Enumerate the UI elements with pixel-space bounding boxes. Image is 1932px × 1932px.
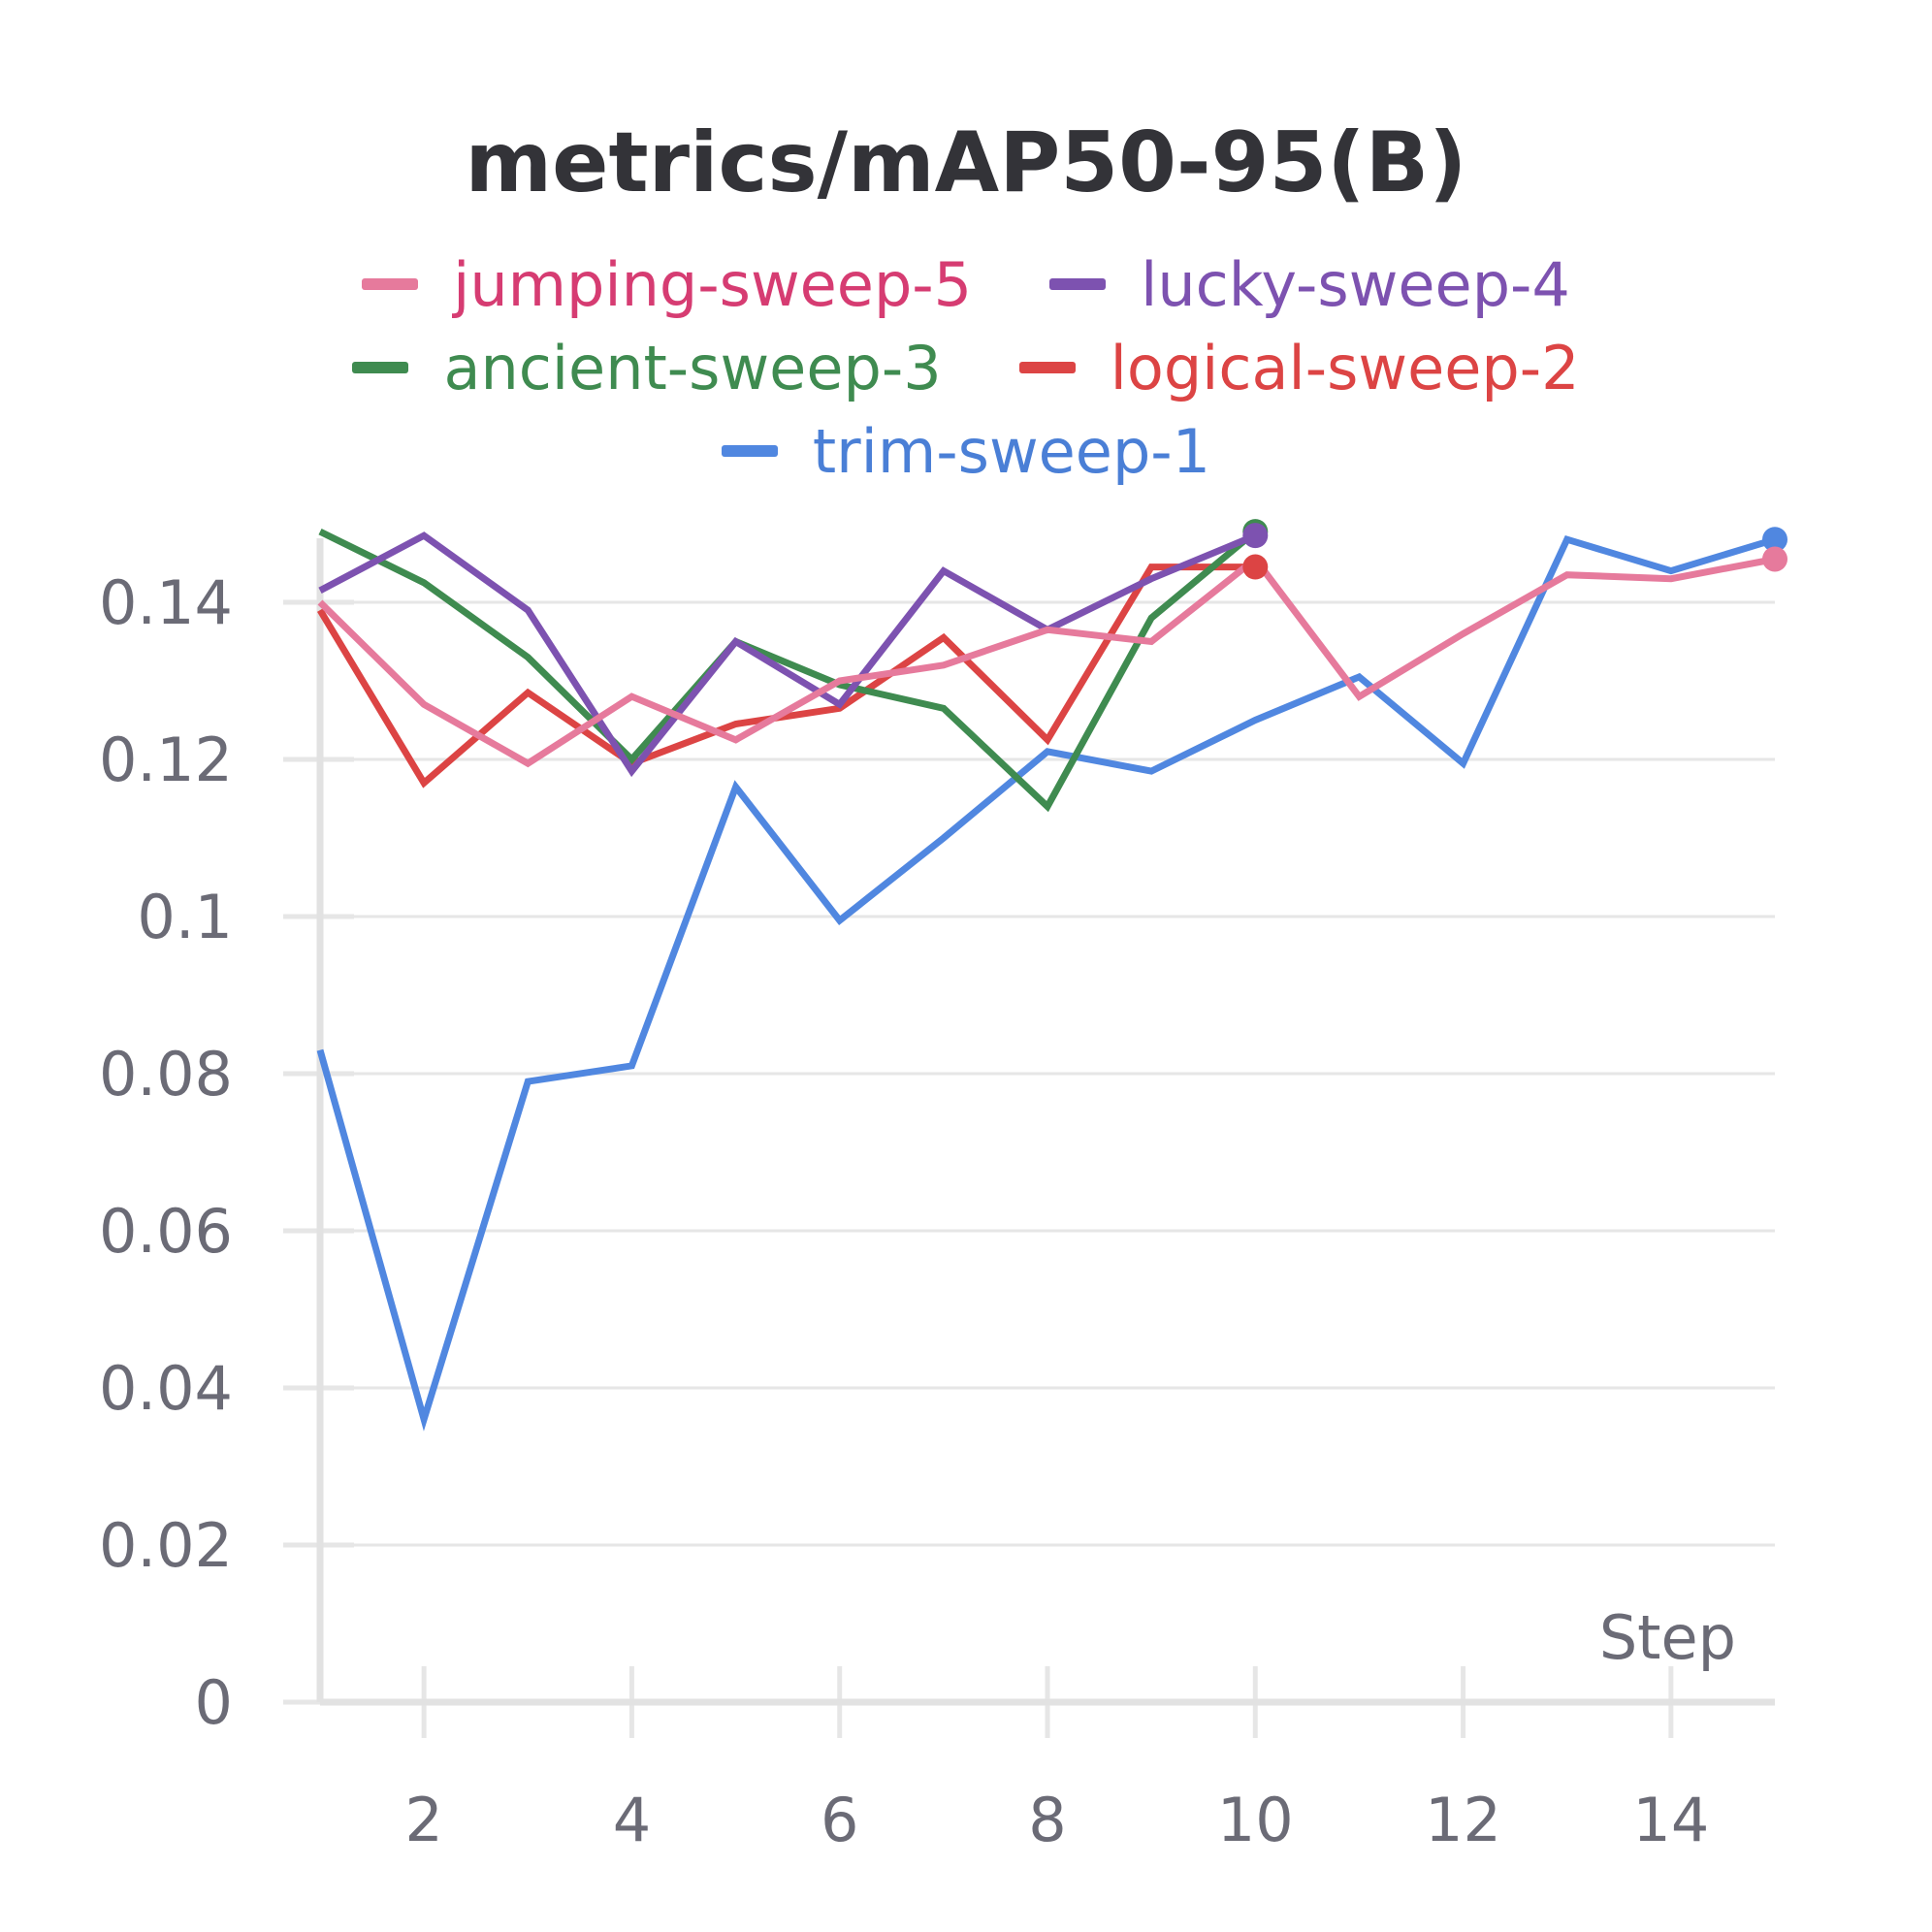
- legend-label: trim-sweep-1: [812, 415, 1211, 487]
- x-tick-label: 4: [613, 1785, 651, 1855]
- x-tick-label: 8: [1028, 1785, 1066, 1855]
- y-tick-label: 0.08: [99, 1039, 233, 1110]
- legend-swatch: [1018, 362, 1076, 373]
- x-tick-label: 2: [404, 1785, 442, 1855]
- legend-label: ancient-sweep-3: [443, 332, 942, 403]
- series-endpoint-logical-sweep-2: [1242, 554, 1269, 580]
- legend-swatch: [362, 278, 419, 290]
- legend-item-trim-sweep-1[interactable]: trim-sweep-1: [721, 415, 1211, 487]
- legend-swatch: [352, 362, 409, 373]
- x-tick-label: 6: [821, 1785, 858, 1855]
- x-tick-label: 10: [1217, 1785, 1294, 1855]
- series-endpoint-lucky-sweep-4: [1242, 523, 1269, 549]
- y-tick-label: 0.02: [99, 1510, 233, 1581]
- legend-item-jumping-sweep-5[interactable]: jumping-sweep-5: [362, 249, 972, 320]
- y-tick-label: 0.06: [99, 1196, 233, 1267]
- legend-item-lucky-sweep-4[interactable]: lucky-sweep-4: [1049, 249, 1570, 320]
- y-tick-label: 0.12: [99, 724, 233, 795]
- series-line-lucky-sweep-4: [318, 531, 1257, 778]
- legend-label: lucky-sweep-4: [1141, 248, 1570, 320]
- series-line-jumping-sweep-5: [317, 554, 1776, 768]
- x-tick-label: 14: [1632, 1785, 1709, 1855]
- legend-swatch: [1049, 278, 1107, 290]
- legend-item-ancient-sweep-3[interactable]: ancient-sweep-3: [352, 332, 942, 403]
- series-line-ancient-sweep-3: [318, 528, 1258, 813]
- legend-label: jumping-sweep-5: [453, 248, 973, 320]
- y-tick-label: 0.04: [99, 1353, 233, 1424]
- series-endpoint-jumping-sweep-5: [1762, 546, 1787, 572]
- legend: jumping-sweep-5 lucky-sweep-4 ancient-sw…: [0, 242, 1932, 493]
- chart-title: metrics/mAP50-95(B): [465, 114, 1467, 211]
- legend-row: ancient-sweep-3 logical-sweep-2: [0, 326, 1932, 409]
- legend-row: trim-sweep-1: [0, 409, 1932, 493]
- y-tick-label: 0.1: [137, 882, 233, 952]
- x-axis-label: Step: [1599, 1602, 1736, 1673]
- y-tick-label: 0: [195, 1667, 233, 1738]
- series-line-trim-sweep-1: [316, 534, 1777, 1432]
- x-tick-label: 12: [1425, 1785, 1501, 1855]
- series-endpoint-trim-sweep-1: [1762, 527, 1787, 553]
- legend-swatch: [721, 445, 778, 457]
- y-tick-label: 0.14: [99, 567, 233, 638]
- legend-row: jumping-sweep-5 lucky-sweep-4: [0, 242, 1932, 326]
- legend-label: logical-sweep-2: [1110, 332, 1580, 403]
- legend-item-logical-sweep-2[interactable]: logical-sweep-2: [1018, 332, 1580, 403]
